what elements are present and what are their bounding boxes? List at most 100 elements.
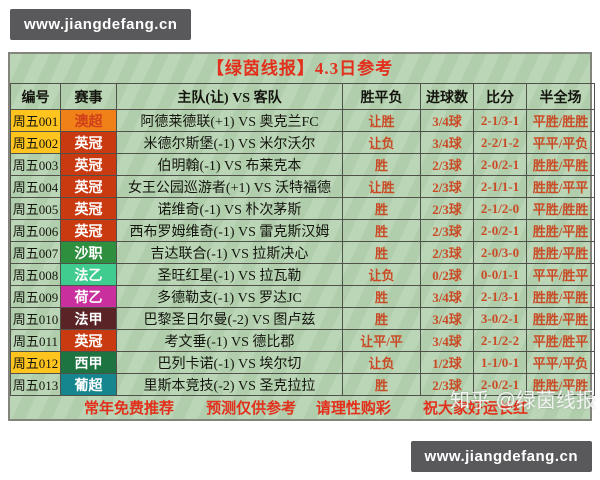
goals-prediction-cell: 2/3球 xyxy=(420,241,474,264)
result-prediction-cell: 胜 xyxy=(342,153,421,176)
result-prediction-cell: 胜 xyxy=(342,241,421,264)
match-row: 周五001 澳超 阿德莱德联(+1) VS 奥克兰FC 让胜 3/4球 2-1/3-1 平胜… xyxy=(10,109,595,132)
league-badge-cell: 英冠 xyxy=(60,175,117,198)
goals-prediction-cell: 2/3球 xyxy=(420,153,474,176)
goals-prediction-cell: 3/4球 xyxy=(420,329,474,352)
match-row: 周五003 英冠 伯明翰(-1) VS 布莱克本胜 2/3球 2-0/2-1 胜胜/平胜 xyxy=(10,153,595,176)
league-badge-cell: 葡超 xyxy=(60,373,117,396)
column-header: 赛事 xyxy=(60,83,117,110)
result-prediction-cell: 让平/平 xyxy=(342,329,421,352)
goals-prediction-cell: 3/4球 xyxy=(420,307,474,330)
half-full-prediction-cell: 平平/平负 xyxy=(526,131,595,154)
result-prediction-cell: 胜 xyxy=(342,307,421,330)
result-prediction-cell: 让负 xyxy=(342,351,421,374)
score-prediction-cell: 2-0/2-1 xyxy=(473,219,527,242)
match-row: 周五008 法乙 圣旺红星(-1) VS 拉瓦勒 让负 0/2球 0-0/1-1 平平/胜平 xyxy=(10,263,595,286)
footer-note-rational: 请理性购彩 xyxy=(315,401,391,417)
score-prediction-cell: 2-2/1-2 xyxy=(473,131,527,154)
goals-prediction-cell: 2/3球 xyxy=(420,197,474,220)
match-teams-cell: 考文垂(-1) VS 德比郡 xyxy=(116,329,343,352)
match-row: 周五006 英冠 西布罗姆维奇(-1) VS 雷克斯汉姆胜 2/3球 2-0/2-1 胜胜… xyxy=(10,219,595,242)
match-id-cell: 周五005 xyxy=(10,197,61,220)
league-badge-cell: 英冠 xyxy=(60,329,117,352)
match-teams-cell: 伯明翰(-1) VS 布莱克本 xyxy=(116,153,343,176)
column-header: 进球数 xyxy=(420,83,474,110)
table-body: 周五001 澳超 阿德莱德联(+1) VS 奥克兰FC 让胜 3/4球 2-1/3-1 平胜… xyxy=(10,109,595,396)
score-prediction-cell: 0-0/1-1 xyxy=(473,263,527,286)
match-teams-cell: 多德勒支(-1) VS 罗达JC xyxy=(116,285,343,308)
half-full-prediction-cell: 胜胜/平胜 xyxy=(526,307,595,330)
footer-note-group: 预测仅供参考 请理性购彩 xyxy=(206,397,391,418)
half-full-prediction-cell: 平平/胜平 xyxy=(526,263,595,286)
match-teams-cell: 女王公园巡游者(+1) VS 沃特福德 xyxy=(116,175,343,198)
half-full-prediction-cell: 平平/平负 xyxy=(526,351,595,374)
match-row: 周五002 英冠 米德尔斯堡(-1) VS 米尔沃尔 让负 3/4球 2-2/1-2 平平/… xyxy=(10,131,595,154)
match-row: 周五004 英冠 女王公园巡游者(+1) VS 沃特福德 让胜 2/3球 2-1/1-1 胜… xyxy=(10,175,595,198)
panel-title: 【绿茵线报】4.3日参考 xyxy=(206,59,394,78)
match-id-cell: 周五003 xyxy=(10,153,61,176)
footer-note-reference: 预测仅供参考 xyxy=(206,401,297,417)
match-row: 周五007 沙职 吉达联合(-1) VS 拉斯决心胜 2/3球 2-0/3-0 胜胜/平胜 xyxy=(10,241,595,264)
forecast-table: 编号 赛事 主队(让) VS 客队 胜平负 进球数 比分 半全场 周五001 澳超 阿德莱德联(… xyxy=(10,83,595,396)
footer-note-wish: 祝大家好运长红 xyxy=(422,401,528,417)
match-teams-cell: 米德尔斯堡(-1) VS 米尔沃尔 xyxy=(116,131,343,154)
match-id-cell: 周五013 xyxy=(10,373,61,396)
half-full-prediction-cell: 胜胜/平平 xyxy=(526,175,595,198)
result-prediction-cell: 让胜 xyxy=(342,109,421,132)
goals-prediction-cell: 1/2球 xyxy=(420,351,474,374)
match-row: 周五013 葡超 里斯本竞技(-2) VS 圣克拉拉胜 2/3球 2-0/2-1 胜胜/平… xyxy=(10,373,595,396)
league-badge-cell: 英冠 xyxy=(60,153,117,176)
column-header: 半全场 xyxy=(526,83,595,110)
half-full-prediction-cell: 胜胜/平胜 xyxy=(526,285,595,308)
result-prediction-cell: 让负 xyxy=(342,263,421,286)
match-teams-cell: 巴列卡诺(-1) VS 埃尔切 xyxy=(116,351,343,374)
match-id-cell: 周五012 xyxy=(10,351,61,374)
score-prediction-cell: 1-1/0-1 xyxy=(473,351,527,374)
match-teams-cell: 西布罗姆维奇(-1) VS 雷克斯汉姆 xyxy=(116,219,343,242)
match-id-cell: 周五010 xyxy=(10,307,61,330)
goals-prediction-cell: 3/4球 xyxy=(420,285,474,308)
goals-prediction-cell: 2/3球 xyxy=(420,219,474,242)
league-badge-cell: 法乙 xyxy=(60,263,117,286)
league-badge-cell: 荷乙 xyxy=(60,285,117,308)
match-row: 周五009 荷乙 多德勒支(-1) VS 罗达JC 胜 3/4球 2-1/3-1 胜胜/平胜 xyxy=(10,285,595,308)
result-prediction-cell: 胜 xyxy=(342,373,421,396)
result-prediction-cell: 让负 xyxy=(342,131,421,154)
result-prediction-cell: 胜 xyxy=(342,219,421,242)
score-prediction-cell: 2-0/2-1 xyxy=(473,373,527,396)
column-header: 编号 xyxy=(10,83,61,110)
score-prediction-cell: 3-0/2-1 xyxy=(473,307,527,330)
match-id-cell: 周五009 xyxy=(10,285,61,308)
match-id-cell: 周五007 xyxy=(10,241,61,264)
match-id-cell: 周五001 xyxy=(10,109,61,132)
site-url-badge-top: www.jiangdefang.cn xyxy=(10,9,192,40)
match-teams-cell: 诺维奇(-1) VS 朴次茅斯 xyxy=(116,197,343,220)
score-prediction-cell: 2-1/2-0 xyxy=(473,197,527,220)
match-row: 周五012 西甲 巴列卡诺(-1) VS 埃尔切 让负 1/2球 1-1/0-1 平平/平负 xyxy=(10,351,595,374)
result-prediction-cell: 让胜 xyxy=(342,175,421,198)
half-full-prediction-cell: 胜胜/平胜 xyxy=(526,241,595,264)
goals-prediction-cell: 2/3球 xyxy=(420,373,474,396)
half-full-prediction-cell: 平胜/胜胜 xyxy=(526,197,595,220)
column-header: 比分 xyxy=(473,83,527,110)
result-prediction-cell: 胜 xyxy=(342,197,421,220)
league-badge-cell: 西甲 xyxy=(60,351,117,374)
result-prediction-cell: 胜 xyxy=(342,285,421,308)
match-row: 周五005 英冠 诺维奇(-1) VS 朴次茅斯胜 2/3球 2-1/2-0 平胜/胜胜 xyxy=(10,197,595,220)
score-prediction-cell: 2-1/2-2 xyxy=(473,329,527,352)
half-full-prediction-cell: 平胜/胜胜 xyxy=(526,109,595,132)
score-prediction-cell: 2-1/1-1 xyxy=(473,175,527,198)
league-badge-cell: 英冠 xyxy=(60,131,117,154)
match-row: 周五011 英冠 考文垂(-1) VS 德比郡 让平/平 3/4球 2-1/2-2 平胜/胜… xyxy=(10,329,595,352)
match-teams-cell: 阿德莱德联(+1) VS 奥克兰FC xyxy=(116,109,343,132)
score-prediction-cell: 2-1/3-1 xyxy=(473,285,527,308)
league-badge-cell: 英冠 xyxy=(60,219,117,242)
score-prediction-cell: 2-0/3-0 xyxy=(473,241,527,264)
match-teams-cell: 巴黎圣日尔曼(-2) VS 图卢兹 xyxy=(116,307,343,330)
goals-prediction-cell: 2/3球 xyxy=(420,175,474,198)
match-teams-cell: 圣旺红星(-1) VS 拉瓦勒 xyxy=(116,263,343,286)
half-full-prediction-cell: 胜胜/平胜 xyxy=(526,153,595,176)
score-prediction-cell: 2-1/3-1 xyxy=(473,109,527,132)
match-id-cell: 周五011 xyxy=(10,329,61,352)
match-teams-cell: 里斯本竞技(-2) VS 圣克拉拉 xyxy=(116,373,343,396)
